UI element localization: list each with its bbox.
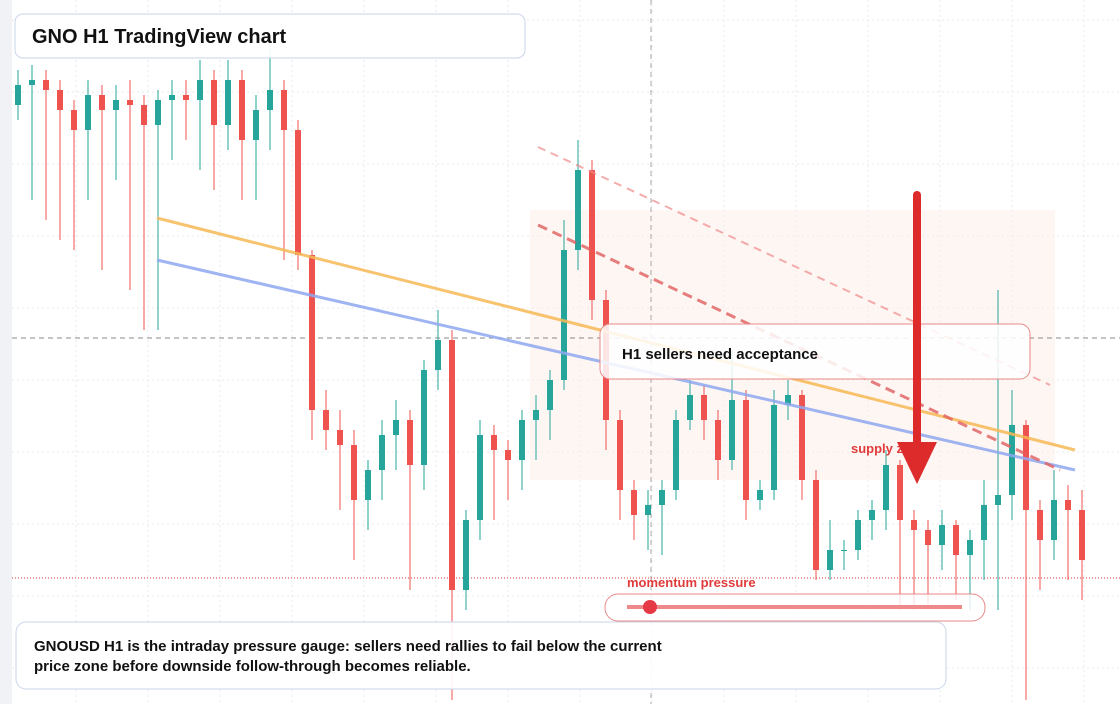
candle-body [995,495,1001,505]
note-text: H1 sellers need acceptance [622,346,818,363]
candle-body [155,100,161,125]
candle-body [393,420,399,435]
candle-body [1037,510,1043,540]
candle-body [463,520,469,590]
candle-body [967,540,973,555]
candle-body [561,250,567,380]
candle-body [897,465,903,520]
trend-upper [537,146,1051,386]
title-box [14,13,526,59]
candle-body [589,170,595,300]
candle-body [1065,500,1071,510]
candle-body [547,380,553,410]
caption-wrap: GNOUSD H1 is the intraday pressure gauge… [34,638,662,675]
chart-title: GNO H1 TradingView chart [32,26,286,48]
gauge-label: momentum pressure [627,575,756,590]
candle-body [225,80,231,125]
candle-body [379,435,385,470]
candle-body [813,480,819,570]
candle-body [771,405,777,490]
candle-body [407,420,413,465]
candle-body [113,100,119,110]
candle-body [183,95,189,100]
candle-body [1079,510,1085,560]
candle-body [841,550,847,551]
candle-body [43,80,49,90]
candle-body [211,80,217,125]
candle-body [855,520,861,550]
candle-body [15,85,21,105]
candle-body [491,435,497,450]
candle-body [309,255,315,410]
caption-box [15,621,947,690]
gauge-knob [643,600,657,614]
candle-body [883,465,889,510]
candle-body [421,370,427,465]
candle-body [267,90,273,110]
candle-body [575,170,581,250]
arrow-head [897,442,937,484]
candle-body [197,80,203,100]
candle-body [337,430,343,445]
candle-body [71,110,77,130]
candle-body [925,530,931,545]
candle-body [729,400,735,460]
candle-body [645,505,651,515]
candle-body [449,340,455,590]
caption: GNOUSD H1 is the intraday pressure gauge… [34,638,662,675]
candle-body [365,470,371,500]
candle-body [253,110,259,140]
candle-body [869,510,875,520]
candle-body [827,550,833,570]
candle-body [169,95,175,100]
candle-body [435,340,441,370]
candle-body [981,505,987,540]
candle-body [911,520,917,530]
candle-body [659,490,665,505]
candle-body [99,95,105,110]
candle-body [743,400,749,500]
candle-body [141,105,147,125]
candle-body [1023,425,1029,510]
candle-body [351,445,357,500]
candle-body [701,395,707,420]
candle-body [715,420,721,460]
candle-body [519,420,525,460]
candle-body [799,395,805,480]
candle-body [127,100,133,105]
candle-body [85,95,91,130]
candle-body [673,420,679,490]
candle-body [939,525,945,545]
candle-body [57,90,63,110]
candle-body [617,420,623,490]
candle-body [477,435,483,520]
candle-body [1051,500,1057,540]
candle-body [323,410,329,430]
candle-body [533,410,539,420]
candle-body [631,490,637,515]
candle-body [757,490,763,500]
candles [15,40,1085,700]
candle-body [281,90,287,130]
candle-body [1009,425,1015,495]
candle-body [239,80,245,140]
candle-body [295,130,301,255]
candle-body [953,525,959,555]
note-box [599,323,1031,380]
left-edge [0,0,12,704]
candle-body [687,395,693,420]
candle-body [505,450,511,460]
candle-body [785,395,791,405]
candle-body [29,80,35,85]
